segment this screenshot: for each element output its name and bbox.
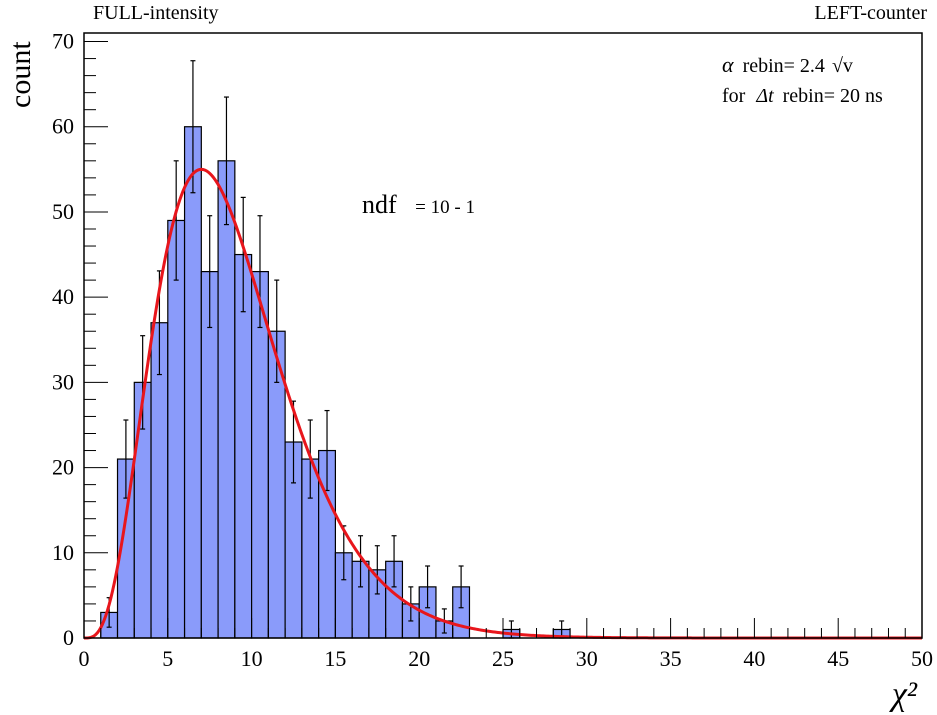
histogram-bar xyxy=(217,160,236,639)
ndf-label: ndf xyxy=(362,190,397,219)
y-tick-label: 70 xyxy=(52,29,74,54)
y-tick-label: 50 xyxy=(52,199,74,224)
ndf-value: = 10 - 1 xyxy=(415,197,475,218)
x-tick-label: 15 xyxy=(324,646,346,671)
intensity-label: FULL-intensity xyxy=(93,2,219,24)
y-tick-label: 30 xyxy=(52,369,74,394)
x-tick-label: 45 xyxy=(827,646,849,671)
histogram-bar xyxy=(167,219,186,639)
x-tick-label: 5 xyxy=(162,646,173,671)
alpha-unit: √v xyxy=(832,55,853,77)
x-tick-label: 0 xyxy=(79,646,90,671)
x-tick-label: 20 xyxy=(408,646,430,671)
y-tick-label: 0 xyxy=(63,625,74,650)
alpha-symbol: α xyxy=(722,52,734,77)
dt-prefix: for xyxy=(722,85,746,107)
x-tick-label: 50 xyxy=(911,646,933,671)
histogram-bar xyxy=(183,126,202,639)
y-axis: 0 10 20 30 40 50 60 70 xyxy=(52,29,108,650)
histogram-bars xyxy=(100,126,571,639)
dt-text: rebin= 20 ns xyxy=(783,85,883,107)
dt-annotation: for Δt rebin= 20 ns xyxy=(722,85,883,107)
x-tick-label: 10 xyxy=(241,646,263,671)
error-bars xyxy=(106,60,565,639)
alpha-annotation: α rebin= 2.4 √v xyxy=(722,52,853,77)
x-tick-label: 25 xyxy=(492,646,514,671)
y-tick-label: 10 xyxy=(52,540,74,565)
y-tick-label: 20 xyxy=(52,455,74,480)
x-axis: 0 5 10 15 20 25 30 35 40 45 50 xyxy=(79,618,933,671)
ndf-annotation: ndf = 10 - 1 xyxy=(362,190,475,219)
x-tick-label: 35 xyxy=(660,646,682,671)
x-tick-label: 40 xyxy=(743,646,765,671)
y-axis-label: count xyxy=(4,41,37,108)
counter-label: LEFT-counter xyxy=(814,2,927,24)
y-tick-label: 40 xyxy=(52,284,74,309)
y-tick-label: 60 xyxy=(52,114,74,139)
alpha-text: rebin= 2.4 xyxy=(743,55,825,77)
x-tick-label: 30 xyxy=(576,646,598,671)
dt-symbol: Δt xyxy=(755,85,774,107)
x-axis-label: χ² xyxy=(889,676,918,713)
